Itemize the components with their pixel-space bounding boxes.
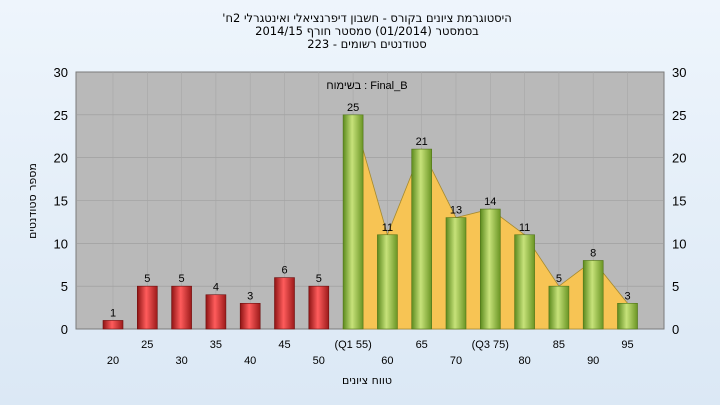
data-label: 6 bbox=[281, 265, 287, 277]
x-tick-label: 70 bbox=[450, 355, 462, 367]
data-label: 13 bbox=[450, 205, 462, 217]
y-axis-label: מספר סטודנטים bbox=[26, 163, 39, 239]
bar bbox=[411, 148, 433, 330]
data-label: 14 bbox=[484, 196, 496, 208]
x-tick-label: 45 bbox=[278, 339, 290, 351]
x-axis-label: טווח ציונים bbox=[342, 374, 392, 387]
y-tick-label: 15 bbox=[672, 194, 686, 209]
bars: 1 5 5 4 3 6 5 25 11 21 13 14 11 5 8 3 bbox=[102, 102, 638, 330]
chart-title-line2: בסמסטר (01/2014) סמסטר חורף 2014/15 bbox=[255, 24, 479, 38]
bar bbox=[274, 277, 295, 330]
bar bbox=[377, 234, 398, 330]
bar bbox=[171, 285, 192, 330]
data-label: 5 bbox=[179, 273, 185, 285]
data-label: 11 bbox=[519, 222, 530, 234]
y-tick-label: 25 bbox=[672, 108, 686, 123]
x-tick-label: 25 bbox=[141, 339, 153, 351]
data-label: 3 bbox=[624, 290, 630, 302]
bar bbox=[445, 217, 467, 330]
y-tick-label: 25 bbox=[54, 108, 68, 123]
bar bbox=[514, 234, 535, 330]
area-label: בשימוח : Final_B bbox=[326, 80, 407, 92]
x-tick-label: 85 bbox=[553, 339, 565, 351]
data-label: 1 bbox=[110, 307, 116, 319]
data-label: 5 bbox=[144, 273, 150, 285]
x-tick-label: 40 bbox=[244, 355, 256, 367]
data-label: 3 bbox=[247, 290, 253, 302]
chart-title-line1: 'היסטוגרמת ציונים בקורס - חשבון דיפרנציא… bbox=[222, 11, 511, 25]
data-label: 4 bbox=[213, 282, 219, 294]
x-tick-label: 60 bbox=[381, 355, 393, 367]
data-label: 25 bbox=[347, 102, 359, 114]
x-tick-label: 80 bbox=[518, 355, 530, 367]
x-axis-ticks: 20 25 30 35 40 45 50 (Q1 55) 60 65 70 (Q3 75) 80 85 90… bbox=[107, 339, 634, 367]
y-tick-label: 0 bbox=[672, 322, 679, 337]
y-tick-label: 10 bbox=[672, 236, 686, 251]
bar bbox=[342, 114, 364, 330]
y-tick-label: 5 bbox=[61, 279, 68, 294]
x-tick-label: 90 bbox=[587, 355, 599, 367]
y-tick-label: 20 bbox=[672, 151, 686, 166]
y-tick-label: 15 bbox=[54, 194, 68, 209]
data-label: 11 bbox=[382, 222, 393, 234]
x-tick-label: 35 bbox=[210, 339, 222, 351]
x-tick-label: 65 bbox=[416, 339, 428, 351]
y-tick-label: 10 bbox=[54, 236, 68, 251]
y-tick-label: 5 bbox=[672, 279, 679, 294]
bar bbox=[548, 285, 570, 330]
bar bbox=[479, 208, 501, 330]
x-tick-label: 95 bbox=[621, 339, 633, 351]
y-tick-label: 20 bbox=[54, 151, 68, 166]
data-label: 8 bbox=[590, 247, 596, 259]
bar bbox=[205, 294, 227, 330]
y-tick-label: 30 bbox=[54, 65, 68, 80]
bar bbox=[102, 320, 124, 330]
data-label: 5 bbox=[556, 273, 562, 285]
chart-title-line3: סטודנטים רשומים - 223 bbox=[307, 37, 426, 51]
y-axis-left-ticks: 0 5 10 15 20 25 30 bbox=[54, 65, 68, 337]
bar bbox=[617, 302, 638, 330]
bar bbox=[582, 260, 604, 330]
bar bbox=[239, 302, 261, 330]
x-tick-label: (Q1 55) bbox=[334, 339, 371, 351]
bar bbox=[308, 285, 330, 330]
x-tick-label: 50 bbox=[313, 355, 325, 367]
x-tick-label: 20 bbox=[107, 355, 119, 367]
bar bbox=[137, 285, 158, 330]
data-label: 21 bbox=[416, 136, 428, 148]
y-tick-label: 30 bbox=[672, 65, 686, 80]
x-tick-label: 30 bbox=[175, 355, 187, 367]
x-tick-label: (Q3 75) bbox=[472, 339, 509, 351]
y-tick-label: 0 bbox=[61, 322, 68, 337]
data-label: 5 bbox=[316, 273, 322, 285]
y-axis-right-ticks: 0 5 10 15 20 25 30 bbox=[672, 65, 686, 337]
